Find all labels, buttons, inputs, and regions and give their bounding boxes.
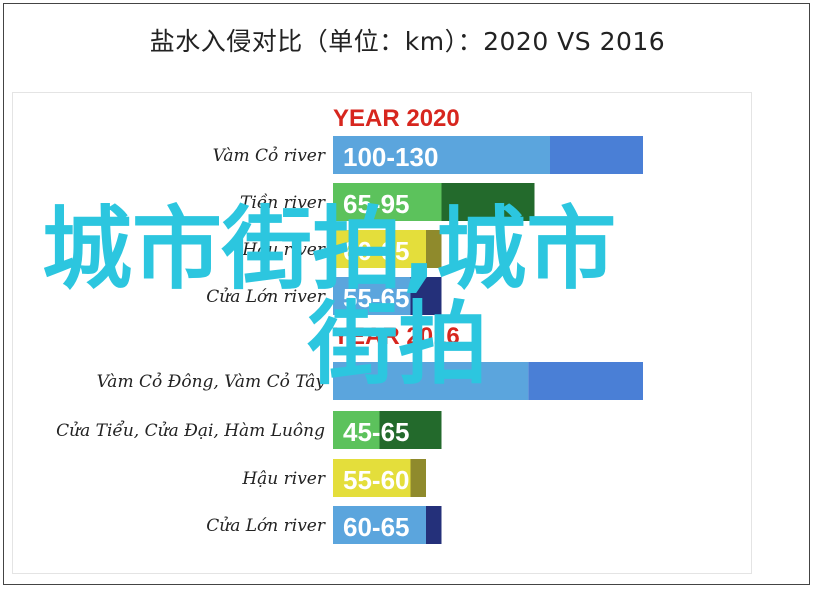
chart-inner-panel (12, 92, 752, 574)
bar-primary (333, 136, 550, 174)
bar-primary (333, 277, 411, 315)
category-label: Vàm Cỏ river (213, 146, 326, 166)
bar-extension (410, 459, 426, 497)
bar-primary (333, 362, 529, 400)
category-label: Hậu river (241, 240, 326, 260)
bar-range-label: 55-65 (343, 283, 410, 313)
bar-range-label: 65-95 (343, 189, 410, 219)
bar-range-label: 60-65 (343, 512, 410, 542)
bar-extension (410, 277, 442, 315)
bar-extension (426, 506, 442, 544)
bar-extension (550, 136, 643, 174)
bar-primary (333, 183, 442, 221)
chart-title: 盐水入侵对比（单位：km）：2020 VS 2016 (149, 27, 666, 56)
bar-primary (333, 506, 426, 544)
bar-range-label: 100-130 (343, 142, 438, 172)
bar-primary (333, 230, 426, 268)
category-label: Vàm Cỏ Đông, Vàm Cỏ Tây (97, 372, 326, 392)
group-heading: YEAR 2016 (333, 323, 460, 350)
bar-extension (379, 411, 442, 449)
bar-extension (426, 230, 442, 268)
bar-range-label: 45-65 (343, 417, 410, 447)
category-label: Cửa Tiểu, Cửa Đại, Hàm Luông (56, 421, 325, 441)
category-label: Cửa Lớn river (206, 516, 326, 536)
group-heading: YEAR 2020 (333, 105, 460, 132)
category-label: Tiền river (240, 193, 326, 213)
bar-primary (333, 459, 411, 497)
category-label: Hậu river (241, 469, 326, 489)
bar-extension (441, 183, 535, 221)
bar-range-label: 60-65 (343, 236, 410, 266)
bar-primary (333, 411, 380, 449)
category-label: Cửa Lớn river (206, 287, 326, 307)
bar-extension (528, 362, 643, 400)
bar-range-label: 55-60 (343, 465, 410, 495)
